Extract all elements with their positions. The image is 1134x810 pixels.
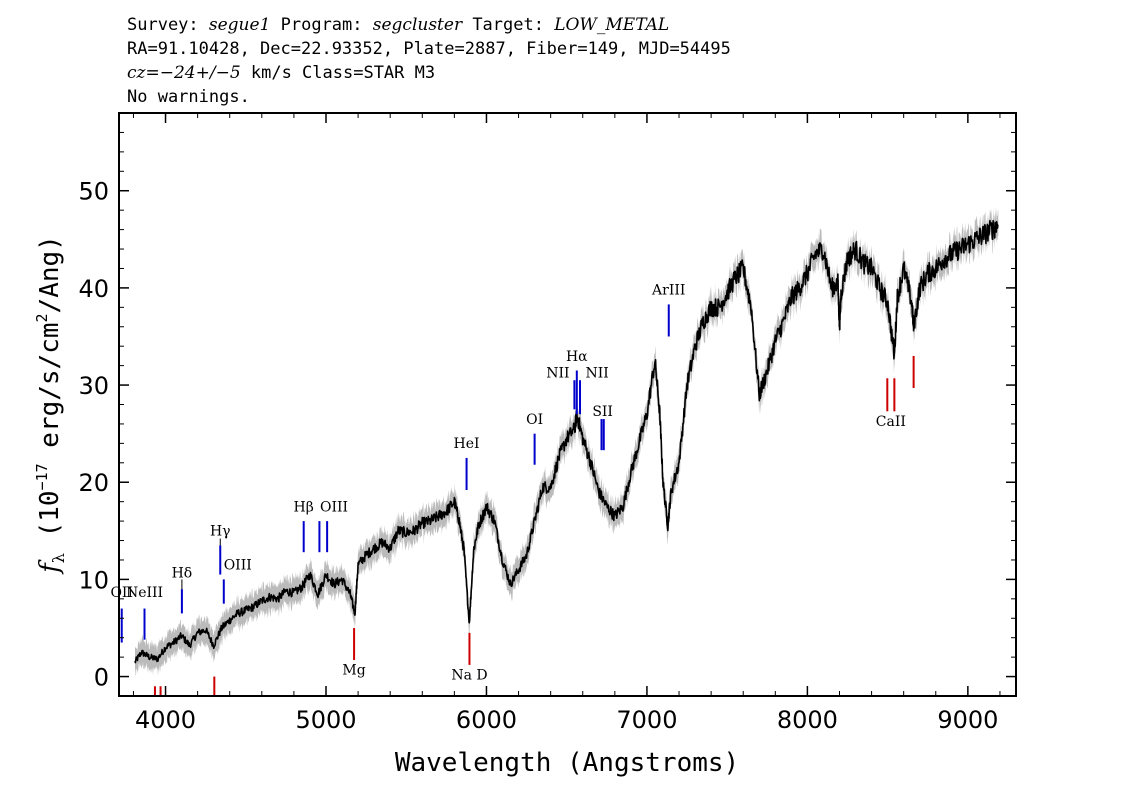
target-label: Target:: [462, 15, 555, 35]
x-tick-label-5: 9000: [937, 706, 998, 734]
line-label-15: Na D: [451, 667, 487, 683]
line-label-13: ArIII: [651, 283, 685, 299]
line-label-5: Hβ: [294, 499, 314, 515]
line-label-14: Mg: [342, 663, 365, 679]
cz-rest: km/s Class=STAR M3: [240, 63, 436, 83]
x-tick-label-0: 4000: [135, 706, 196, 734]
line-label-16: CaII: [876, 414, 906, 430]
survey-label: Survey:: [127, 15, 209, 35]
x-tick-label-2: 6000: [456, 706, 517, 734]
line-markers-layer: [120, 304, 915, 696]
cz-label: cz: [127, 63, 146, 83]
y-axis-label: fλ (10−17 erg/s/cm2/Ang): [33, 235, 68, 575]
y-tick-label-1: 10: [78, 566, 109, 594]
target-value: LOW_METAL: [554, 15, 670, 35]
line-label-2: Hδ: [172, 565, 193, 581]
header-line-1: Survey: segue1 Program: segcluster Targe…: [127, 17, 669, 34]
program-label: Program:: [270, 15, 373, 35]
line-label-10: Hα: [566, 349, 588, 365]
survey-value: segue1: [208, 15, 271, 35]
line-label-12: SII: [592, 404, 613, 420]
line-label-11: NII: [586, 365, 609, 381]
axis-ticks-layer: [119, 112, 1016, 697]
y-tick-label-3: 30: [78, 372, 109, 400]
x-axis-label: Wavelength (Angstroms): [395, 748, 739, 778]
line-label-4: OIII: [224, 558, 252, 574]
y-tick-label-4: 40: [78, 275, 109, 303]
line-label-9: NII: [546, 365, 569, 381]
header-line-3: cz=−24+/−5 km/s Class=STAR M3: [127, 65, 435, 82]
y-tick-label-5: 50: [78, 178, 109, 206]
header-line-2: RA=91.10428, Dec=22.93352, Plate=2887, F…: [127, 39, 731, 59]
cz-value: =−24+/−5: [145, 63, 241, 83]
program-value: segcluster: [372, 15, 463, 35]
y-tick-label-0: 0: [94, 664, 109, 692]
line-label-6: OIII: [320, 499, 348, 515]
line-label-3: Hγ: [210, 524, 231, 540]
line-label-0: OII: [110, 585, 133, 601]
line-label-8: OI: [526, 412, 543, 428]
header-line-4: No warnings.: [127, 87, 250, 107]
line-label-7: HeI: [454, 436, 480, 452]
line-label-1: NeIII: [126, 585, 163, 601]
tick-labels-layer: 4000 5000 6000 7000 8000 9000 0 10 20 30 40 50: [78, 178, 998, 734]
y-tick-label-2: 20: [78, 469, 109, 497]
x-tick-label-1: 5000: [295, 706, 356, 734]
x-tick-label-4: 8000: [777, 706, 838, 734]
x-tick-label-3: 7000: [616, 706, 677, 734]
